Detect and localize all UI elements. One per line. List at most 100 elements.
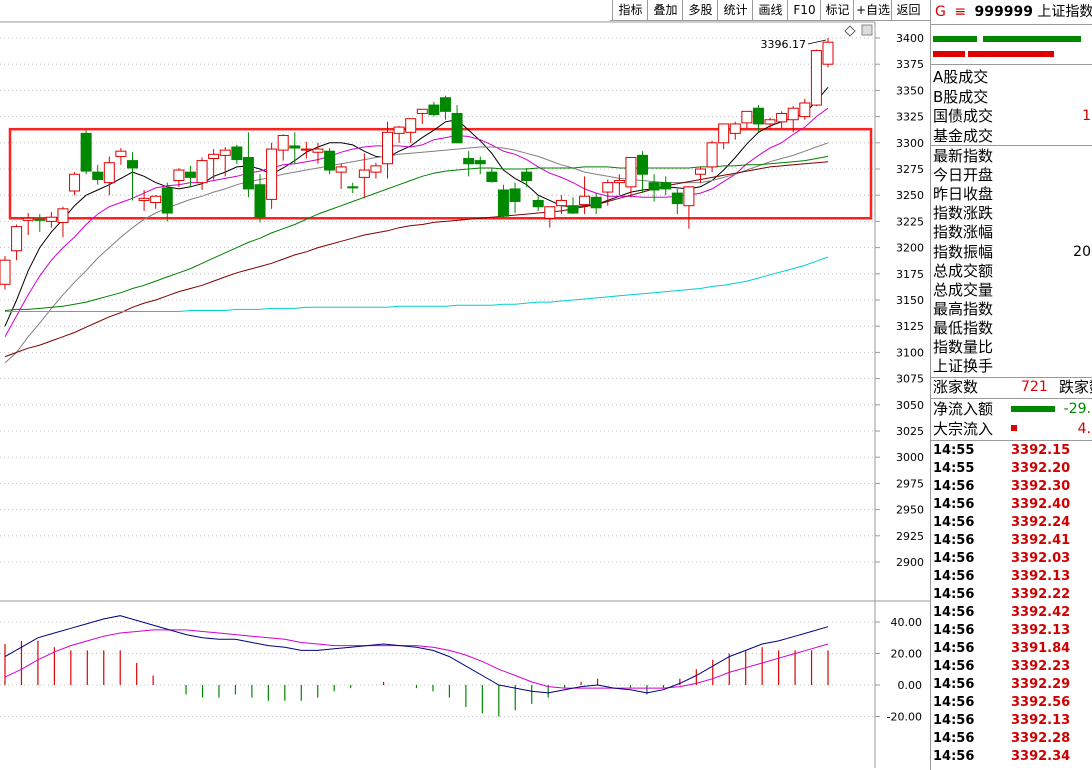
candle — [324, 148, 336, 175]
tick-time: 14:56 — [933, 497, 975, 512]
candle — [254, 174, 266, 223]
macd-tick-label: 40.00 — [891, 616, 923, 629]
candle — [718, 123, 730, 150]
candle — [103, 156, 115, 196]
candle — [184, 165, 196, 187]
b-share-bar-2 — [968, 51, 1054, 57]
tick-price: 3391.84 — [1011, 641, 1071, 656]
y-tick-label: 3000 — [896, 451, 924, 464]
candle — [347, 182, 359, 194]
y-tick-label: 3050 — [896, 399, 924, 412]
candle — [231, 144, 243, 164]
toolbar-button[interactable]: 多股 — [682, 0, 718, 20]
toolbar-button[interactable]: 叠加 — [647, 0, 683, 20]
tick-price: 3392.20 — [1011, 461, 1071, 476]
candle-body — [173, 169, 185, 182]
dif-line — [4, 615, 829, 694]
candle-body — [613, 180, 625, 184]
candle — [764, 117, 776, 130]
scroll-icon[interactable] — [861, 24, 873, 36]
candle-body — [231, 146, 243, 161]
candle-body — [69, 173, 81, 192]
toolbar-button[interactable]: F10 — [787, 0, 821, 20]
y-tick-label: 3100 — [896, 346, 924, 359]
candle — [416, 108, 428, 124]
y-tick-label: 2925 — [896, 530, 924, 543]
index-label: 昨日收盘 — [933, 185, 994, 204]
candle — [173, 167, 185, 187]
toolbar-button[interactable]: 画线 — [752, 0, 788, 20]
candle-body — [486, 171, 498, 183]
candle-body — [532, 199, 544, 208]
y-tick-label: 3400 — [896, 32, 924, 45]
candle-body — [428, 104, 440, 116]
candle — [613, 174, 625, 196]
tick-row: 14:56 3392.30 — [931, 478, 1092, 496]
ma-line — [4, 155, 829, 311]
ma-line — [5, 256, 829, 312]
candle-body — [776, 112, 788, 123]
index-label: 上证换手 — [933, 357, 994, 376]
candle-body — [729, 123, 741, 134]
tick-price: 3392.13 — [1011, 623, 1071, 638]
candle — [463, 151, 475, 177]
count-separator — [931, 398, 1092, 399]
candle-body — [208, 153, 220, 160]
candle — [115, 148, 127, 165]
ma-line — [4, 161, 829, 358]
candle-body — [22, 217, 34, 221]
candle — [242, 132, 254, 198]
tick-price: 3392.13 — [1011, 569, 1071, 584]
candle — [138, 189, 150, 211]
kline-chart-area[interactable]: 3400 3375 3350 3325 3300 3275 3250 3225 3200 3175… — [0, 0, 930, 770]
candle-body — [115, 150, 127, 157]
g-mark[interactable]: G — [935, 4, 946, 20]
tick-row: 14:56 3392.42 — [931, 604, 1092, 622]
candle-body — [92, 171, 104, 180]
candle-body — [822, 41, 834, 65]
candle — [300, 141, 312, 159]
dea-line — [4, 629, 829, 689]
candle — [509, 182, 521, 214]
tick-price: 3392.24 — [1011, 515, 1071, 530]
chart-svg[interactable]: 3400 3375 3350 3325 3300 3275 3250 3225 3200 3175… — [0, 0, 930, 770]
tick-price: 3392.23 — [1011, 659, 1071, 674]
net-inflow-value: -29. — [1063, 401, 1091, 417]
macd-tick-label: -20.00 — [887, 711, 922, 724]
tick-time: 14:56 — [933, 641, 975, 656]
candle — [671, 188, 683, 215]
menu-icon[interactable]: ≡ — [954, 4, 967, 20]
candle-body — [718, 123, 730, 144]
block-inflow-bar — [1011, 425, 1017, 431]
candle-body — [694, 168, 706, 175]
candle-body — [103, 162, 115, 184]
tick-time: 14:56 — [933, 749, 975, 764]
y-tick-label: 3375 — [896, 58, 924, 71]
tick-row: 14:56 3392.13 — [931, 712, 1092, 730]
tick-price: 3392.22 — [1011, 587, 1071, 602]
highlight-box — [8, 127, 873, 220]
toolbar-button[interactable]: 返回 — [891, 0, 925, 20]
y-tick-label: 3150 — [896, 294, 924, 307]
candle — [776, 111, 788, 129]
y-tick-label: 2900 — [896, 556, 924, 569]
candle — [555, 195, 567, 215]
tick-time: 14:56 — [933, 731, 975, 746]
tick-time: 14:56 — [933, 677, 975, 692]
macd-tick-label: 20.00 — [891, 648, 923, 661]
tick-price: 3392.29 — [1011, 677, 1071, 692]
toolbar-button[interactable]: +自选 — [853, 0, 892, 20]
candle — [579, 176, 591, 215]
candle-body — [11, 226, 23, 252]
stat-value: 1 — [1082, 108, 1091, 124]
toolbar-button[interactable]: 统计 — [717, 0, 753, 20]
candle — [729, 121, 741, 140]
candle-body — [579, 195, 591, 206]
toolbar-button[interactable]: 标记 — [820, 0, 854, 20]
toolbar-button[interactable]: 指标 — [612, 0, 648, 20]
candle-body — [567, 205, 579, 214]
candle — [150, 195, 162, 209]
stat-separator — [931, 145, 1092, 146]
tick-price: 3392.41 — [1011, 533, 1071, 548]
tick-row: 14:56 3392.22 — [931, 586, 1092, 604]
